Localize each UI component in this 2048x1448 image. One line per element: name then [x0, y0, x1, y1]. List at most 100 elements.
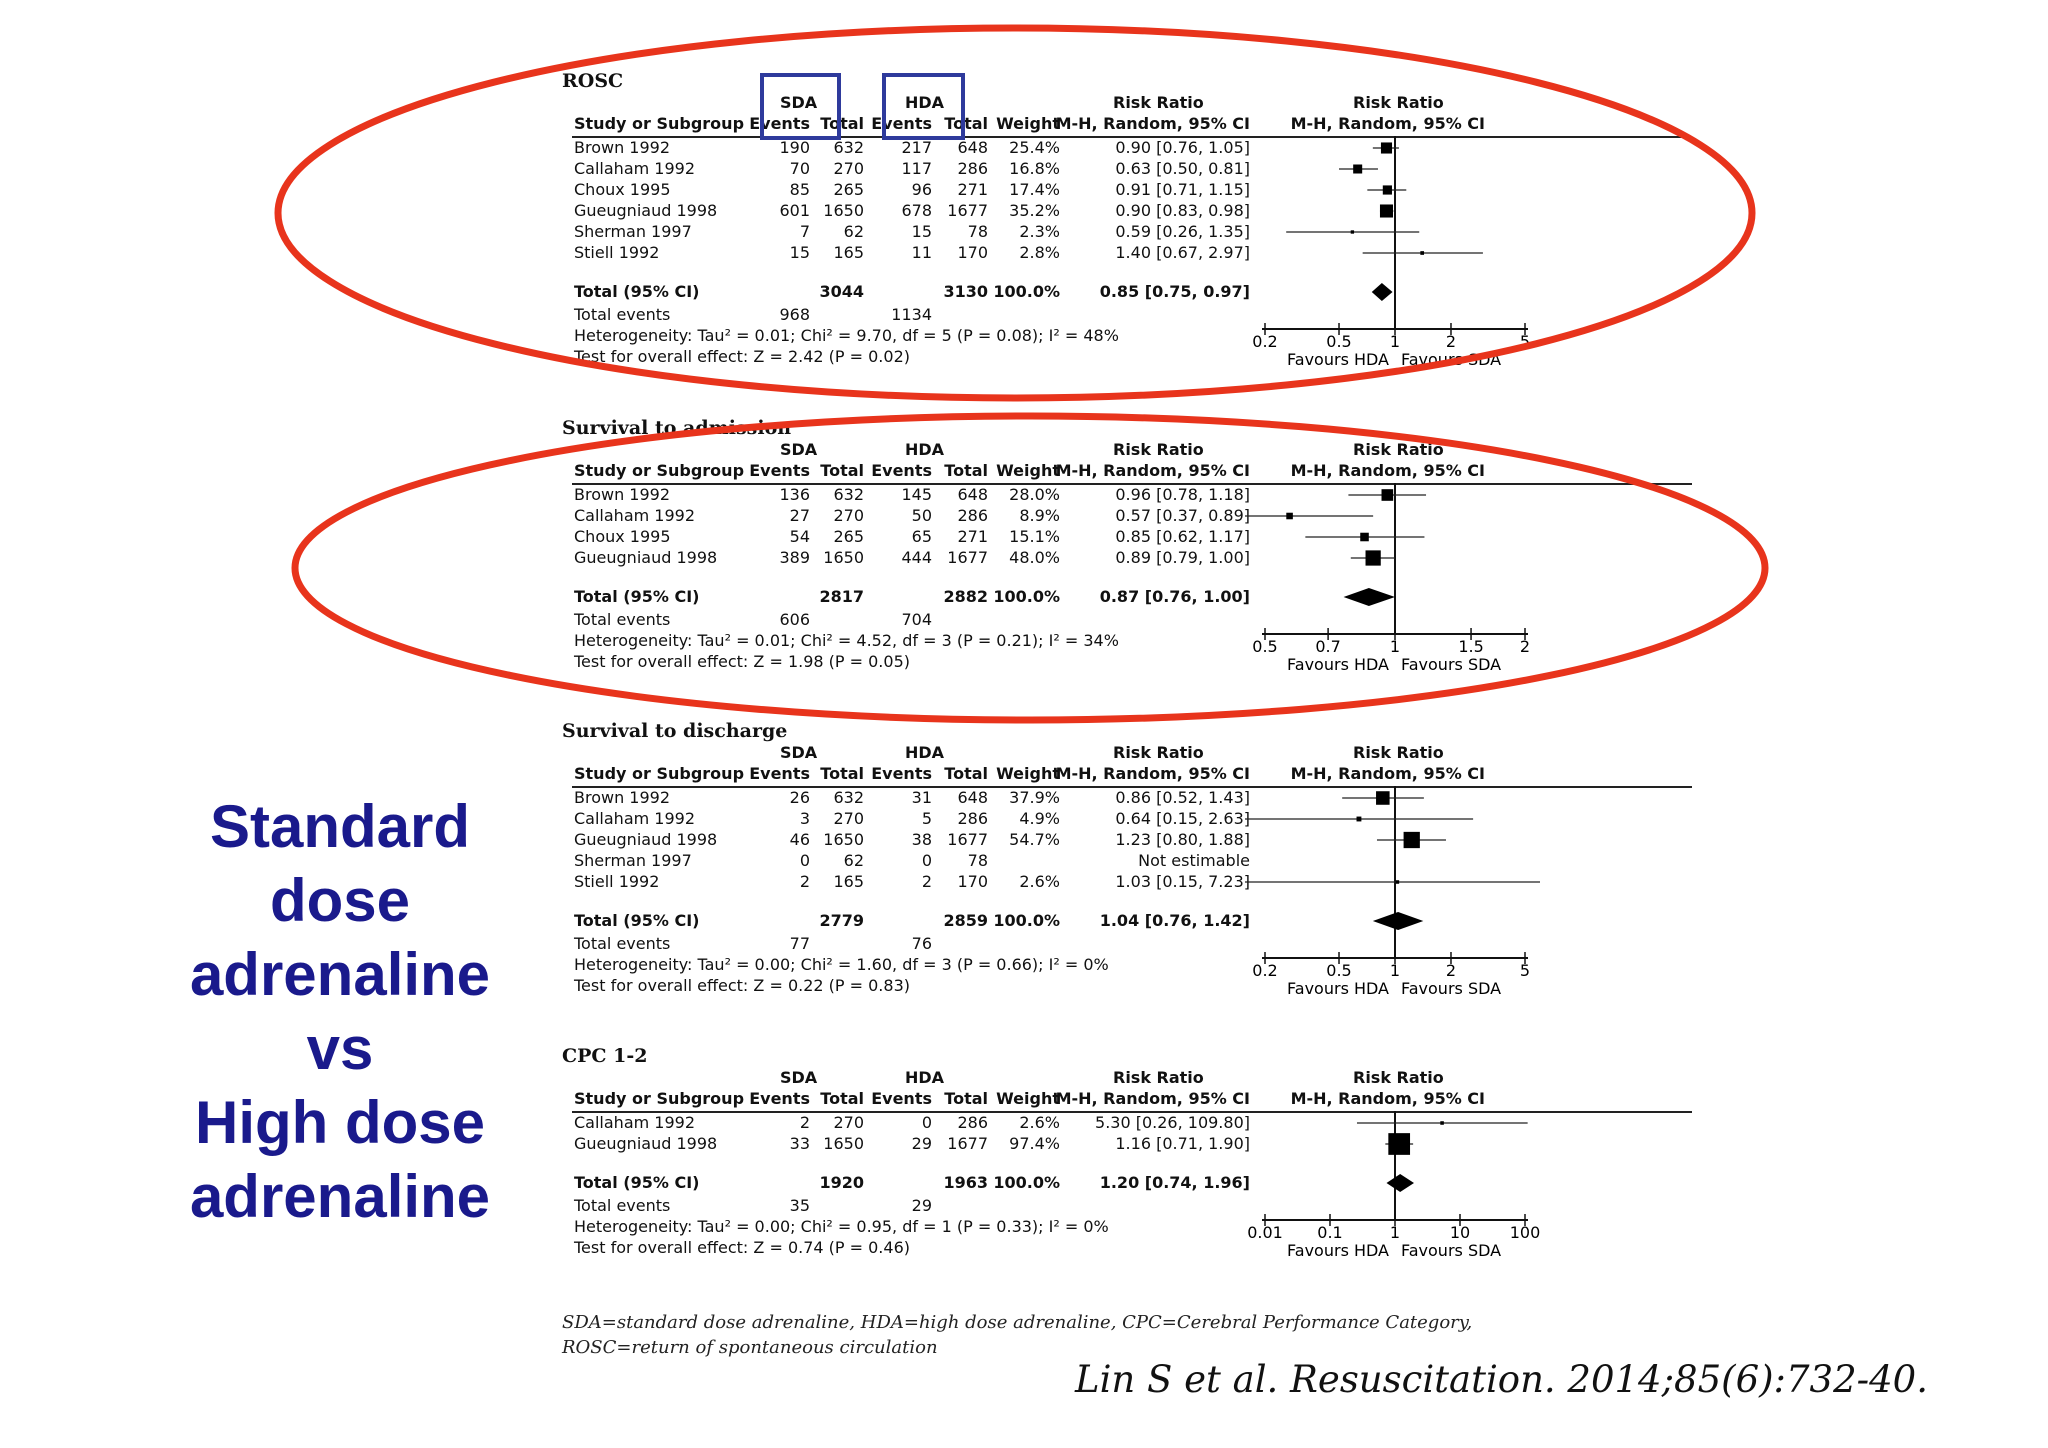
weight-header: Weight — [996, 1089, 1060, 1108]
study-weight: 2.6% — [1019, 1113, 1060, 1132]
favours-right-label: Favours SDA — [1401, 655, 1501, 674]
forest-panel: Survival to admission SDA HDA Risk Ratio Ris… — [560, 417, 1692, 727]
forest-panel: Survival to discharge SDA HDA Risk Ratio Ris… — [560, 720, 1692, 1030]
events-header: Events — [871, 764, 932, 783]
hda-total: 286 — [957, 1113, 988, 1132]
panel-title: Survival to discharge — [562, 720, 788, 742]
study-ci: 1.16 [0.71, 1.90] — [1115, 1134, 1250, 1153]
x-tick-label: 5 — [1520, 961, 1530, 980]
study-point — [1381, 489, 1394, 501]
total-header: Total — [944, 1089, 988, 1108]
overall-effect-text: Test for overall effect: Z = 0.22 (P = 0… — [574, 976, 910, 995]
total-header: Total — [820, 764, 864, 783]
events-header: Events — [749, 764, 810, 783]
total-events-label: Total events — [574, 1196, 671, 1215]
x-tick-label: 1.5 — [1458, 637, 1483, 656]
study-header: Study or Subgroup — [574, 1089, 745, 1108]
weight-header: Weight — [996, 764, 1060, 783]
forest-plot-svg: 0.2 0.5 1 2 5 Favours HDA Favours SDA — [1252, 136, 1530, 369]
hda-grand-total: 2859 — [943, 911, 988, 930]
study-point — [1353, 164, 1363, 174]
side-title-line: adrenaline — [189, 1163, 491, 1230]
x-tick-label: 2 — [1446, 332, 1456, 351]
hda-total: 286 — [957, 809, 988, 828]
study-weight: 37.9% — [1009, 788, 1060, 807]
study-weight: 97.4% — [1009, 1134, 1060, 1153]
x-tick-label: 1 — [1390, 1223, 1400, 1242]
study-point — [1379, 204, 1394, 218]
study-name: Stiell 1992 — [574, 872, 660, 891]
sda-grand-total: 2779 — [819, 911, 864, 930]
hda-events: 31 — [911, 788, 932, 807]
study-weight: 54.7% — [1009, 830, 1060, 849]
study-ci: 0.86 [0.52, 1.43] — [1115, 788, 1250, 807]
hda-total-events: 76 — [911, 934, 932, 953]
sda-events: 46 — [789, 830, 810, 849]
header-divider — [572, 786, 1692, 788]
hda-grand-total: 1963 — [943, 1173, 988, 1192]
overall-effect-text: Test for overall effect: Z = 0.74 (P = 0… — [574, 1238, 910, 1257]
heterogeneity-text: Heterogeneity: Tau² = 0.00; Chi² = 1.60,… — [574, 955, 1109, 974]
study-name: Gueugniaud 1998 — [574, 830, 718, 849]
study-ci: 0.64 [0.15, 2.63] — [1115, 809, 1250, 828]
x-tick-label: 2 — [1520, 637, 1530, 656]
x-tick-label: 0.5 — [1326, 332, 1351, 351]
total-ci: 1.04 [0.76, 1.42] — [1099, 911, 1250, 930]
study-point — [1395, 880, 1400, 884]
sda-total: 165 — [833, 872, 864, 891]
study-ci: Not estimable — [1138, 851, 1250, 870]
study-point — [1360, 532, 1369, 542]
side-title-line: vs — [306, 1015, 374, 1082]
hda-total: 78 — [967, 851, 988, 870]
study-name: Sherman 1997 — [574, 851, 692, 870]
hda-events: 0 — [921, 851, 932, 870]
x-tick-label: 0.01 — [1247, 1223, 1283, 1242]
study-header: Study or Subgroup — [574, 764, 745, 783]
heterogeneity-text: Heterogeneity: Tau² = 0.00; Chi² = 0.95,… — [574, 1217, 1109, 1236]
sda-total-events: 35 — [789, 1196, 810, 1215]
favours-left-label: Favours HDA — [1287, 350, 1389, 369]
rr-plot-header: Risk Ratio — [1353, 1068, 1444, 1087]
forest-panel: ROSC SDA HDA Risk Ratio Risk Ratio Study or S… — [560, 70, 1692, 380]
side-title-line: adrenaline — [189, 941, 491, 1008]
group2-header: HDA — [905, 743, 945, 762]
rr-header: Risk Ratio — [1113, 743, 1204, 762]
total-weight: 100.0% — [993, 1173, 1060, 1192]
favours-right-label: Favours SDA — [1401, 1241, 1501, 1260]
hda-total: 170 — [957, 872, 988, 891]
total-header: Total — [944, 764, 988, 783]
hda-events: 0 — [921, 1113, 932, 1132]
sda-total: 62 — [843, 851, 864, 870]
study-weight: 4.9% — [1019, 809, 1060, 828]
sda-total: 270 — [833, 1113, 864, 1132]
sda-total: 1650 — [823, 1134, 864, 1153]
favours-left-label: Favours HDA — [1287, 1241, 1389, 1260]
panel-title: CPC 1-2 — [562, 1045, 648, 1067]
study-point — [1403, 831, 1420, 849]
study-name: Callaham 1992 — [574, 1113, 696, 1132]
total-diamond — [1343, 588, 1395, 606]
study-ci: 1.03 [0.15, 7.23] — [1115, 872, 1250, 891]
events-header: Events — [871, 1089, 932, 1108]
total-header: Total — [820, 1089, 864, 1108]
x-tick-label: 1 — [1390, 961, 1400, 980]
x-tick-label: 0.2 — [1252, 332, 1277, 351]
x-tick-label: 0.7 — [1315, 637, 1340, 656]
study-point — [1420, 251, 1425, 255]
study-weight: 2.6% — [1019, 872, 1060, 891]
sda-events: 0 — [799, 851, 810, 870]
study-point — [1356, 816, 1362, 822]
forest-plot-svg: 0.5 0.7 1 1.5 2 Favours HDA Favours SDA — [1245, 483, 1530, 674]
x-tick-label: 0.5 — [1326, 961, 1351, 980]
total-label: Total (95% CI) — [574, 911, 700, 930]
hda-total-events: 29 — [911, 1196, 932, 1215]
hda-total: 1677 — [947, 1134, 988, 1153]
total-weight: 100.0% — [993, 911, 1060, 930]
forest-plot-svg: 0.01 0.1 1 10 100 Favours HDA Favours SDA — [1247, 1111, 1540, 1260]
citation: Lin S et al. Resuscitation. 2014;85(6):7… — [1075, 1358, 1928, 1401]
study-point — [1382, 185, 1392, 195]
rr-plot-header: Risk Ratio — [1353, 743, 1444, 762]
sda-total: 1650 — [823, 830, 864, 849]
x-tick-label: 2 — [1446, 961, 1456, 980]
x-tick-label: 1 — [1390, 332, 1400, 351]
